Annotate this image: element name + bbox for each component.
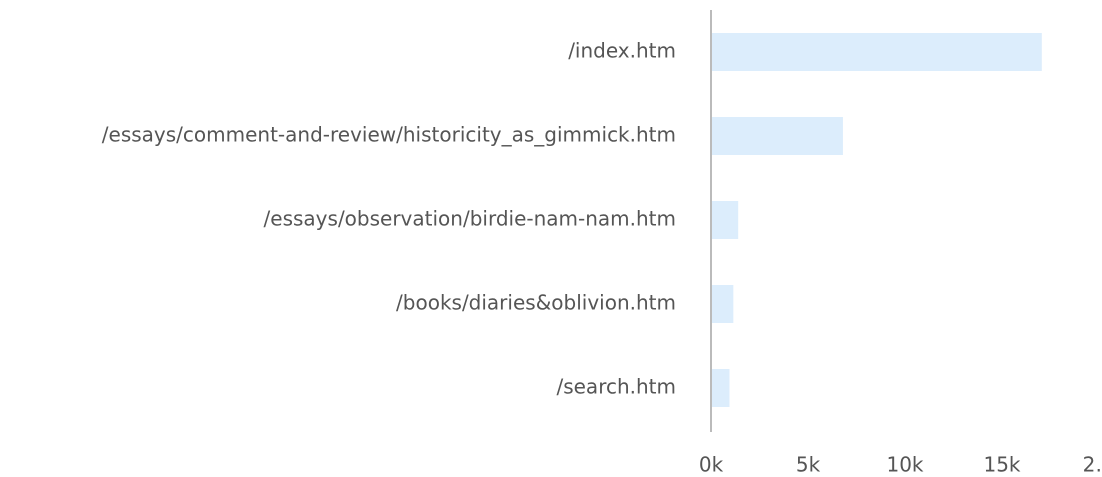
bar — [712, 201, 739, 239]
x-tick-label: 5k — [796, 453, 821, 477]
y-tick-label: /books/diaries&oblivion.htm — [396, 291, 676, 315]
bar — [712, 33, 1042, 71]
x-tick-label: 10k — [886, 453, 923, 477]
y-tick-label: /essays/comment-and-review/historicity_a… — [102, 123, 676, 147]
x-tick-label: 15k — [983, 453, 1020, 477]
bar — [712, 285, 734, 323]
x-tick-label: 2… — [1083, 453, 1102, 477]
y-tick-label: /essays/observation/birdie-nam-nam.htm — [264, 207, 676, 231]
bar — [712, 117, 843, 155]
bar — [712, 369, 730, 407]
x-tick-label: 0k — [699, 453, 724, 477]
y-tick-label: /index.htm — [568, 39, 676, 63]
y-tick-label: /search.htm — [556, 375, 676, 399]
